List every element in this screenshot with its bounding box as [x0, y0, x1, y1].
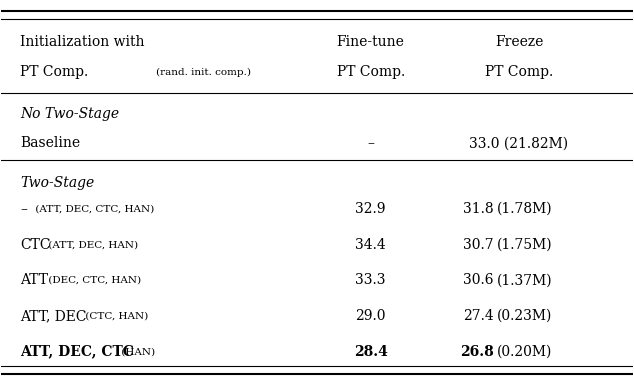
- Text: (rand. init. comp.): (rand. init. comp.): [156, 68, 251, 77]
- Text: (0.23M): (0.23M): [497, 309, 552, 323]
- Text: 33.3: 33.3: [356, 273, 386, 287]
- Text: 33.0 (21.82M): 33.0 (21.82M): [469, 136, 569, 150]
- Text: (1.78M): (1.78M): [497, 202, 552, 216]
- Text: 28.4: 28.4: [354, 345, 387, 359]
- Text: 30.7: 30.7: [463, 238, 494, 252]
- Text: Fine-tune: Fine-tune: [337, 35, 404, 49]
- Text: 27.4: 27.4: [463, 309, 494, 323]
- Text: 34.4: 34.4: [355, 238, 386, 252]
- Text: Two-Stage: Two-Stage: [20, 176, 94, 190]
- Text: –: –: [20, 202, 27, 216]
- Text: (1.75M): (1.75M): [497, 238, 552, 252]
- Text: –: –: [367, 136, 374, 150]
- Text: (DEC, CTC, HAN): (DEC, CTC, HAN): [45, 276, 141, 285]
- Text: PT Comp.: PT Comp.: [485, 65, 553, 79]
- Text: Initialization with: Initialization with: [20, 35, 145, 49]
- Text: 32.9: 32.9: [356, 202, 386, 216]
- Text: (1.37M): (1.37M): [497, 273, 552, 287]
- Text: Freeze: Freeze: [495, 35, 543, 49]
- Text: (CTC, HAN): (CTC, HAN): [82, 312, 148, 320]
- Text: 30.6: 30.6: [463, 273, 494, 287]
- Text: PT Comp.: PT Comp.: [337, 65, 404, 79]
- Text: ATT: ATT: [20, 273, 48, 287]
- Text: PT Comp.: PT Comp.: [20, 65, 89, 79]
- Text: (0.20M): (0.20M): [497, 345, 552, 359]
- Text: CTC: CTC: [20, 238, 51, 252]
- Text: No Two-Stage: No Two-Stage: [20, 107, 119, 122]
- Text: 29.0: 29.0: [356, 309, 386, 323]
- Text: (ATT, DEC, CTC, HAN): (ATT, DEC, CTC, HAN): [32, 205, 154, 213]
- Text: 26.8: 26.8: [460, 345, 494, 359]
- Text: ATT, DEC, CTC: ATT, DEC, CTC: [20, 345, 134, 359]
- Text: (HAN): (HAN): [118, 347, 155, 356]
- Text: Baseline: Baseline: [20, 136, 81, 150]
- Text: 31.8: 31.8: [463, 202, 494, 216]
- Text: ATT, DEC: ATT, DEC: [20, 309, 87, 323]
- Text: (ATT, DEC, HAN): (ATT, DEC, HAN): [45, 240, 138, 249]
